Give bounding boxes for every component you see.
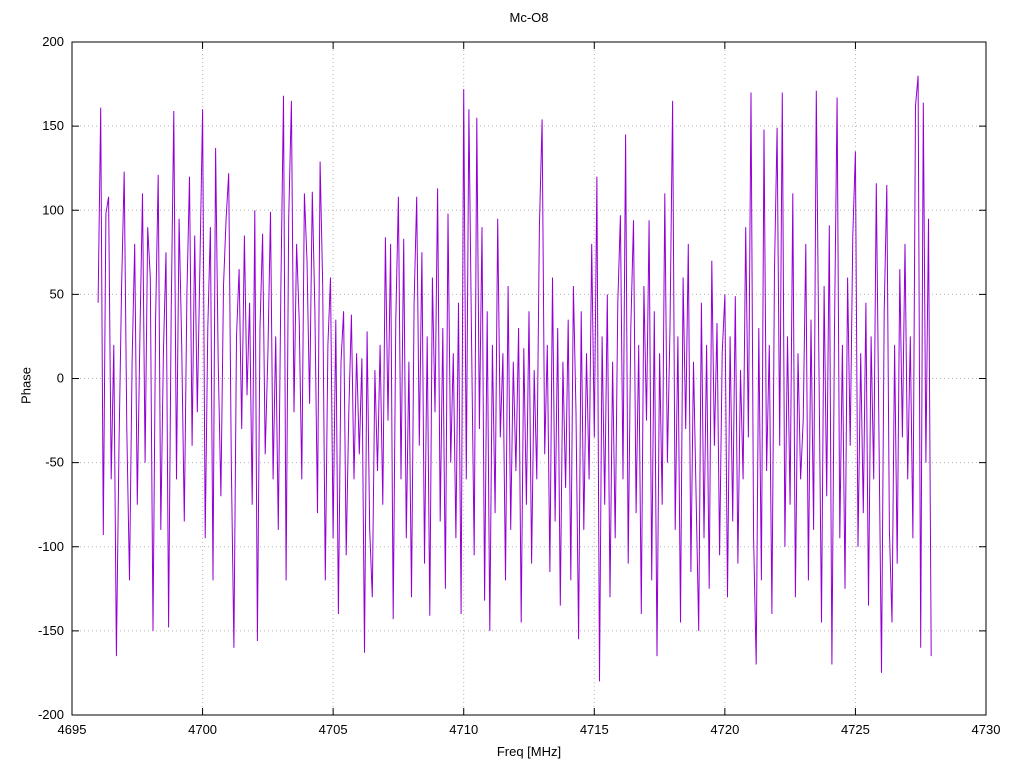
svg-text:4725: 4725 (841, 722, 870, 737)
svg-text:50: 50 (50, 286, 64, 301)
svg-text:150: 150 (42, 118, 64, 133)
chart-title: Mc-O8 (509, 10, 549, 25)
svg-text:4715: 4715 (580, 722, 609, 737)
svg-text:100: 100 (42, 202, 64, 217)
svg-text:4720: 4720 (710, 722, 739, 737)
x-axis-label: Freq [MHz] (496, 744, 562, 759)
svg-text:-100: -100 (38, 539, 64, 554)
svg-text:200: 200 (42, 34, 64, 49)
svg-text:4695: 4695 (58, 722, 87, 737)
svg-text:4700: 4700 (188, 722, 217, 737)
svg-text:-200: -200 (38, 707, 64, 722)
svg-text:4705: 4705 (319, 722, 348, 737)
svg-text:-150: -150 (38, 623, 64, 638)
svg-text:4710: 4710 (449, 722, 478, 737)
svg-text:4730: 4730 (972, 722, 1001, 737)
svg-text:0: 0 (57, 371, 64, 386)
svg-text:-50: -50 (45, 455, 64, 470)
